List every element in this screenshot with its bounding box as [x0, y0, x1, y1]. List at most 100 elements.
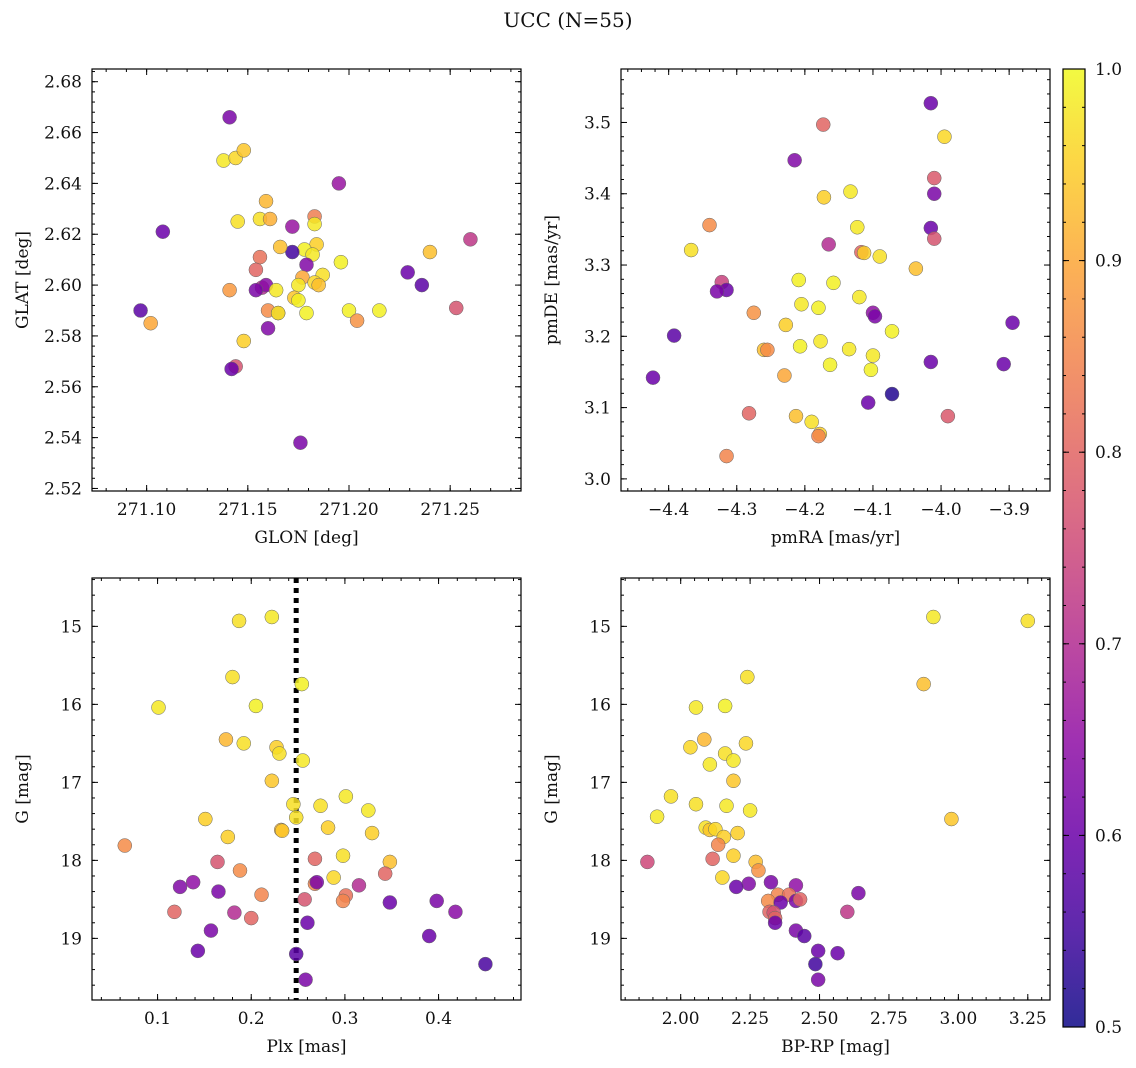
x-axis-label: GLON [deg] — [254, 528, 358, 548]
y-tick-label: 2.54 — [44, 429, 82, 449]
y-tick-label: 2.66 — [44, 124, 82, 144]
data-point — [222, 110, 237, 125]
data-point — [792, 892, 808, 907]
data-point — [293, 435, 308, 450]
x-tick-label: 0.1 — [144, 1009, 171, 1029]
data-point — [220, 829, 236, 845]
data-point — [236, 333, 252, 349]
y-tick-label: 3.0 — [584, 470, 611, 490]
data-point — [850, 220, 865, 235]
data-point — [710, 837, 726, 853]
y-tick-label: 2.64 — [44, 174, 82, 194]
panel-2: −4.4 −4.3 −4.2 −4.1 −4.0 −3.9 3.0 3.1 3.2 3.3 3.4 3… — [542, 68, 1051, 548]
colorbar-tick-label: 0.7 — [1095, 635, 1122, 655]
data-point — [288, 946, 304, 962]
data-point — [272, 746, 287, 761]
panel-1: 271.10 271.15 271.20 271.25 2.52 2.54 2.56 2.58… — [13, 68, 522, 548]
data-point — [270, 305, 286, 321]
data-point — [787, 152, 802, 168]
data-point — [767, 915, 783, 931]
x-tick-label: 271.25 — [420, 500, 479, 520]
data-point — [821, 237, 836, 252]
data-point — [926, 170, 942, 186]
data-point — [797, 928, 812, 944]
data-point — [167, 904, 182, 920]
x-tick-label: −4.0 — [920, 500, 961, 520]
x-tick-label: 2.25 — [731, 1009, 769, 1029]
data-point — [313, 798, 328, 814]
data-point — [884, 386, 900, 402]
data-point — [810, 943, 826, 959]
data-point — [683, 740, 698, 755]
data-point — [826, 275, 841, 291]
data-point — [746, 305, 762, 321]
points-layer — [117, 609, 493, 987]
data-point — [816, 190, 832, 205]
data-point — [794, 296, 809, 312]
data-point — [448, 904, 463, 920]
data-point — [804, 414, 819, 430]
y-tick-label: 2.68 — [44, 73, 82, 93]
data-point — [295, 753, 311, 768]
data-point — [726, 773, 741, 789]
data-point — [738, 736, 754, 751]
data-point — [926, 609, 941, 625]
data-point — [309, 874, 325, 890]
y-axis-label: GLAT [deg] — [13, 231, 33, 329]
axis-ticks — [92, 578, 521, 1000]
data-point — [728, 879, 744, 895]
data-point — [810, 972, 826, 987]
data-point — [190, 943, 206, 959]
y-tick-label: 3.5 — [584, 113, 611, 133]
data-point — [264, 773, 280, 789]
data-point — [649, 809, 665, 824]
data-point — [996, 356, 1011, 372]
data-point — [274, 823, 290, 838]
colorbar-tick-label: 0.5 — [1095, 1018, 1122, 1038]
data-point — [377, 866, 393, 881]
data-point — [272, 239, 288, 255]
data-point — [448, 300, 464, 316]
y-tick-label: 2.58 — [44, 327, 82, 347]
data-point — [222, 282, 237, 298]
data-point — [688, 796, 704, 812]
x-tick-label: 3.00 — [939, 1009, 977, 1029]
data-point — [683, 242, 699, 258]
data-point — [236, 736, 251, 751]
data-point — [326, 870, 341, 885]
data-point — [863, 362, 879, 378]
data-point — [155, 224, 171, 239]
data-point — [697, 732, 712, 747]
data-point — [856, 245, 872, 261]
data-point — [248, 282, 264, 298]
data-point — [791, 272, 806, 288]
data-point — [248, 262, 264, 278]
y-tick-label: 3.1 — [584, 399, 611, 419]
data-point — [335, 893, 351, 909]
data-point — [1005, 315, 1020, 331]
x-tick-label: −4.2 — [784, 500, 825, 520]
colorbar-tick-label: 0.9 — [1095, 252, 1122, 272]
data-point — [730, 825, 745, 841]
y-tick-label: 2.62 — [44, 225, 82, 245]
data-point — [811, 300, 826, 316]
y-tick-label: 3.2 — [584, 327, 611, 347]
x-tick-label: 3.25 — [1009, 1009, 1047, 1029]
data-point — [940, 408, 956, 424]
data-point — [203, 923, 219, 938]
data-point — [792, 339, 808, 354]
y-axis-label: pmDE [mas/yr] — [542, 215, 562, 345]
data-point — [742, 803, 758, 818]
data-point — [230, 214, 245, 229]
data-point — [231, 613, 247, 629]
data-point — [923, 354, 939, 370]
data-point — [763, 874, 779, 890]
data-point — [808, 956, 823, 972]
data-point — [198, 811, 213, 827]
data-point — [248, 698, 264, 714]
y-axis-label: G [mag] — [542, 754, 562, 823]
data-point — [1020, 613, 1036, 629]
axes-frame — [91, 577, 522, 1001]
y-tick-label: 2.52 — [44, 479, 82, 499]
data-point — [937, 129, 952, 144]
